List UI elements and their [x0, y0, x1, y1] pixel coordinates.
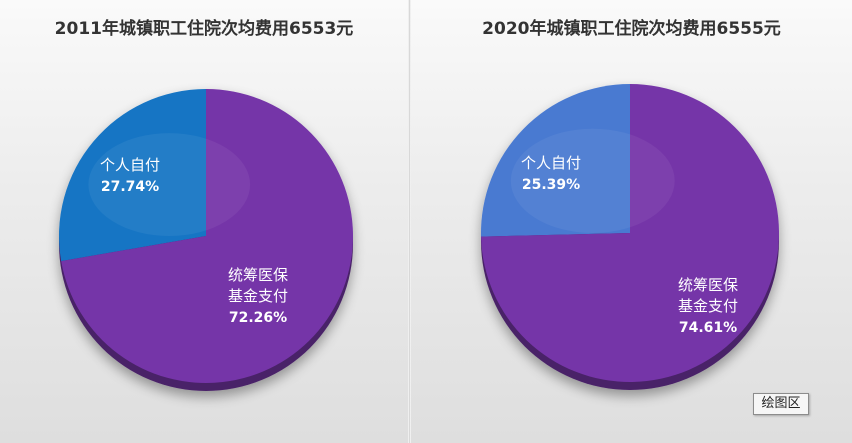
slice-label-1-0: 个人自付 25.39%: [521, 154, 581, 193]
slice-label-1-1: 统筹医保基金支付 74.61%: [678, 276, 738, 336]
pie-chart-2011: 个人自付 27.74% 统筹医保基金支付 72.26%: [58, 89, 354, 391]
chart-title-2020: 2020年城镇职工住院次均费用6555元: [482, 19, 781, 39]
pie-slice-0-1: [61, 89, 354, 383]
pie-highlight-1: [510, 128, 675, 234]
pie-slice-1-0: [481, 83, 630, 237]
pie-slice-1-1: [481, 84, 779, 382]
pie-highlight-0: [88, 133, 251, 236]
panel-divider: [408, 0, 411, 443]
slice-label-0-1: 统筹医保基金支付 72.26%: [228, 266, 288, 326]
plot-area-tooltip[interactable]: 绘图区: [753, 393, 809, 415]
pie-chart-2020: 个人自付 25.39% 统筹医保基金支付 74.61%: [481, 83, 779, 390]
slice-label-0-0: 个人自付 27.74%: [100, 156, 160, 195]
pie-slice-0-0: [58, 89, 206, 262]
chart-title-2011: 2011年城镇职工住院次均费用6553元: [54, 19, 354, 39]
